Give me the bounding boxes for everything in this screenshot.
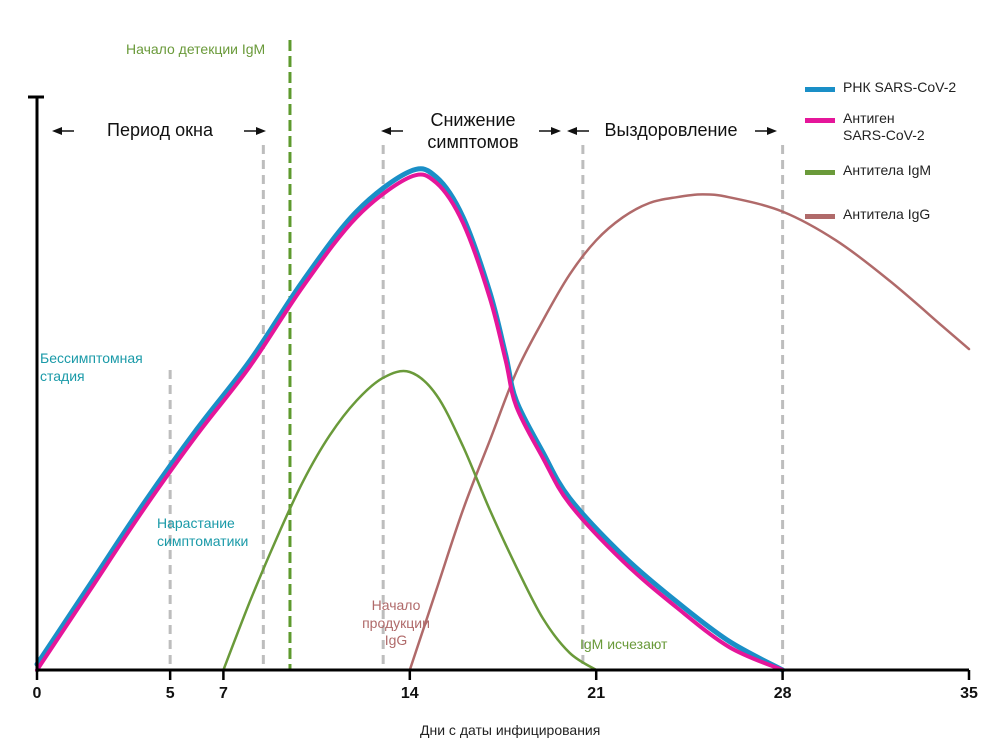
symptom-rise-label: Нарастание симптоматики [157, 515, 249, 549]
recovery-arrow-right-head [767, 127, 777, 135]
x-tick-label-0: 0 [33, 685, 42, 702]
x-tick-label-5: 5 [166, 685, 175, 702]
legend-item-igg: Антитела IgG [805, 206, 930, 223]
symptom-decline-label: Снижение симптомов [427, 110, 519, 152]
series-line-rna [34, 166, 786, 673]
x-tick-label-7: 7 [219, 685, 228, 702]
series-line-igm [222, 369, 598, 672]
igm-disappear-label: IgM исчезают [580, 636, 668, 652]
recovery-label: Выздоровление [604, 120, 738, 140]
legend-label-igg: Антитела IgG [843, 206, 931, 222]
series-line-antigen [35, 172, 785, 672]
legend-item-antigen: Антиген SARS-CoV-2 [805, 110, 925, 144]
legend-swatch-antigen [805, 118, 835, 123]
symptom-decline-arrow-right-head [551, 127, 561, 135]
legend-swatch-rna [805, 87, 835, 92]
legend-swatch-igg [805, 214, 835, 219]
asymptomatic-stage-label: Бессимптомная стадия [40, 350, 143, 384]
igm-detection-label: Начало детекции IgM [126, 41, 266, 57]
x-tick-label-14: 14 [401, 685, 419, 702]
legend-item-rna: РНК SARS-CoV-2 [805, 79, 956, 96]
x-tick-label-28: 28 [774, 685, 792, 702]
x-tick-label-35: 35 [960, 685, 978, 702]
recovery-arrow-left-head [567, 127, 577, 135]
legend-item-igm: Антитела IgM [805, 162, 931, 179]
x-tick-label-21: 21 [587, 685, 605, 702]
window-period-arrow-left-head [52, 127, 62, 135]
x-axis-label: Дни с даты инфицирования [420, 722, 601, 738]
series-line-igg [408, 193, 971, 672]
symptom-decline-arrow-left-head [381, 127, 391, 135]
legend-label-antigen: Антиген SARS-CoV-2 [843, 110, 925, 143]
window-period-arrow-right-head [256, 127, 266, 135]
legend-label-rna: РНК SARS-CoV-2 [843, 79, 957, 95]
igg-start-label: Начало продукции IgG [362, 597, 430, 648]
window-period-label: Период окна [107, 120, 213, 140]
legend-swatch-igm [805, 170, 835, 175]
legend-label-igm: Антитела IgM [843, 162, 932, 178]
